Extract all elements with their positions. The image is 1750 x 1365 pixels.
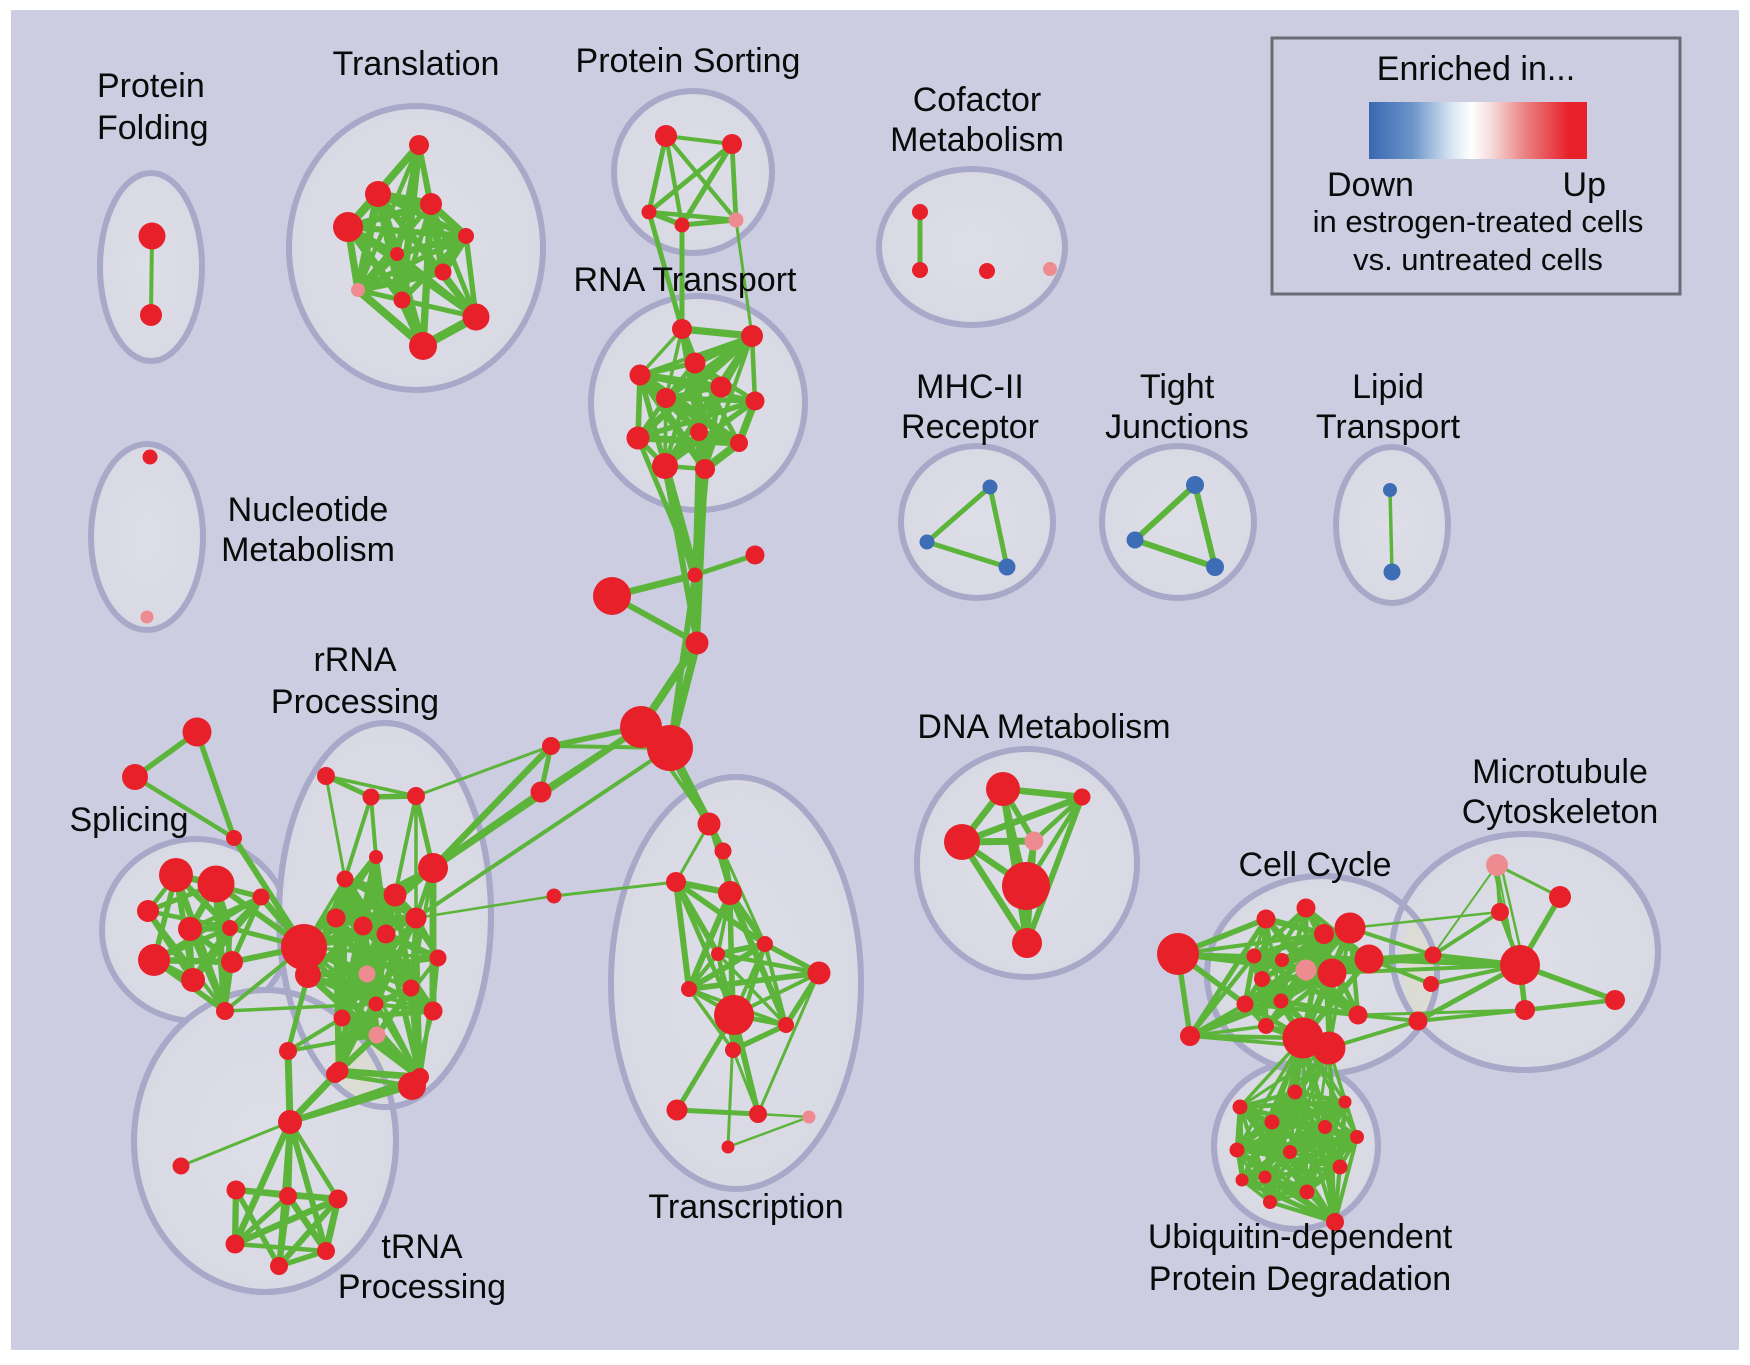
svg-text:Down: Down: [1327, 166, 1414, 204]
svg-text:Protein: Protein: [97, 67, 205, 105]
svg-text:Microtubule: Microtubule: [1472, 753, 1648, 791]
svg-text:Processing: Processing: [338, 1268, 506, 1306]
svg-text:Tight: Tight: [1140, 368, 1215, 406]
svg-text:Transcription: Transcription: [648, 1188, 843, 1226]
svg-text:Cytoskeleton: Cytoskeleton: [1462, 793, 1659, 831]
svg-text:Enriched in...: Enriched in...: [1377, 50, 1575, 88]
svg-text:Protein Degradation: Protein Degradation: [1149, 1260, 1451, 1298]
svg-text:rRNA: rRNA: [313, 641, 396, 679]
svg-text:Translation: Translation: [333, 45, 500, 83]
svg-text:Junctions: Junctions: [1105, 408, 1249, 446]
svg-text:Folding: Folding: [97, 109, 209, 147]
svg-text:Protein Sorting: Protein Sorting: [576, 42, 801, 80]
svg-text:Splicing: Splicing: [69, 801, 188, 839]
svg-text:RNA Transport: RNA Transport: [574, 261, 798, 299]
svg-text:Cell Cycle: Cell Cycle: [1238, 846, 1391, 884]
svg-text:vs. untreated cells: vs. untreated cells: [1353, 242, 1603, 277]
svg-text:Lipid: Lipid: [1352, 368, 1424, 406]
svg-text:Nucleotide: Nucleotide: [228, 491, 389, 529]
svg-text:Cofactor: Cofactor: [913, 81, 1042, 119]
svg-text:DNA Metabolism: DNA Metabolism: [917, 708, 1170, 746]
svg-text:MHC-II: MHC-II: [916, 368, 1024, 406]
svg-text:Transport: Transport: [1316, 408, 1461, 446]
svg-text:tRNA: tRNA: [381, 1228, 463, 1266]
svg-text:Ubiquitin-dependent: Ubiquitin-dependent: [1148, 1218, 1453, 1256]
svg-text:Metabolism: Metabolism: [890, 121, 1064, 159]
svg-text:Receptor: Receptor: [901, 408, 1039, 446]
svg-text:Processing: Processing: [271, 683, 439, 721]
svg-text:Up: Up: [1563, 166, 1606, 204]
svg-text:in estrogen-treated cells: in estrogen-treated cells: [1313, 204, 1644, 239]
svg-text:Metabolism: Metabolism: [221, 531, 395, 569]
